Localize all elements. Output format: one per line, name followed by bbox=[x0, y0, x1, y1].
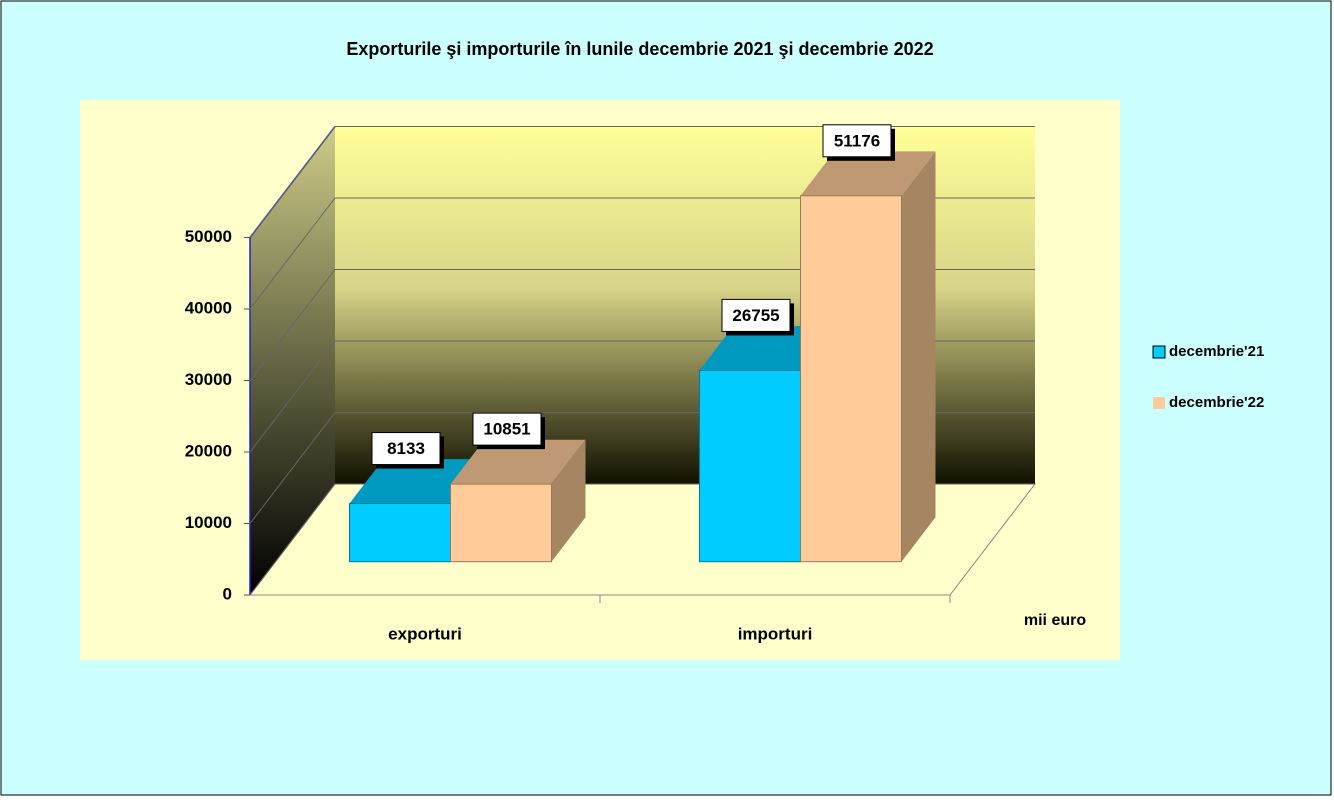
bar bbox=[800, 195, 902, 563]
data-label-text: 8133 bbox=[387, 439, 425, 458]
legend-swatch bbox=[1152, 345, 1166, 359]
legend-label: decembrie'21 bbox=[1169, 343, 1264, 360]
label-box bbox=[721, 298, 791, 332]
bar bbox=[349, 503, 451, 563]
grid-line bbox=[249, 126, 1035, 238]
y-tick-label: 50000 bbox=[185, 227, 232, 246]
x-tick-label: importuri bbox=[738, 624, 813, 643]
x-tick-label: exporturi bbox=[388, 624, 462, 643]
bar-side bbox=[901, 151, 936, 562]
data-label: 8133 bbox=[371, 432, 444, 469]
data-label-text: 51176 bbox=[834, 131, 880, 150]
data-label-text: 26755 bbox=[732, 306, 779, 325]
bar-top bbox=[450, 439, 586, 485]
label-box bbox=[822, 124, 892, 158]
legend-label: decembrie'22 bbox=[1169, 394, 1264, 411]
data-label: 51176 bbox=[822, 124, 895, 161]
data-label: 10851 bbox=[472, 412, 545, 450]
data-label-text: 10851 bbox=[483, 420, 530, 439]
bar-side bbox=[551, 439, 586, 562]
y-tick-label: 10000 bbox=[185, 513, 232, 532]
label-box bbox=[472, 412, 542, 446]
y-tick-label: 30000 bbox=[185, 370, 232, 389]
side-wall bbox=[250, 126, 335, 595]
bar bbox=[699, 369, 801, 563]
bar bbox=[450, 483, 552, 563]
legend-swatch bbox=[1153, 397, 1165, 409]
label-box bbox=[371, 432, 441, 466]
bar-top bbox=[800, 151, 936, 196]
y-tick-label: 40000 bbox=[185, 298, 232, 317]
y-tick-label: 0 bbox=[223, 584, 232, 603]
chart-title: Exporturile şi importurile în lunile dec… bbox=[346, 39, 933, 59]
data-label: 26755 bbox=[721, 298, 794, 336]
unit-label: mii euro bbox=[1024, 612, 1086, 629]
y-tick-label: 20000 bbox=[185, 441, 232, 460]
